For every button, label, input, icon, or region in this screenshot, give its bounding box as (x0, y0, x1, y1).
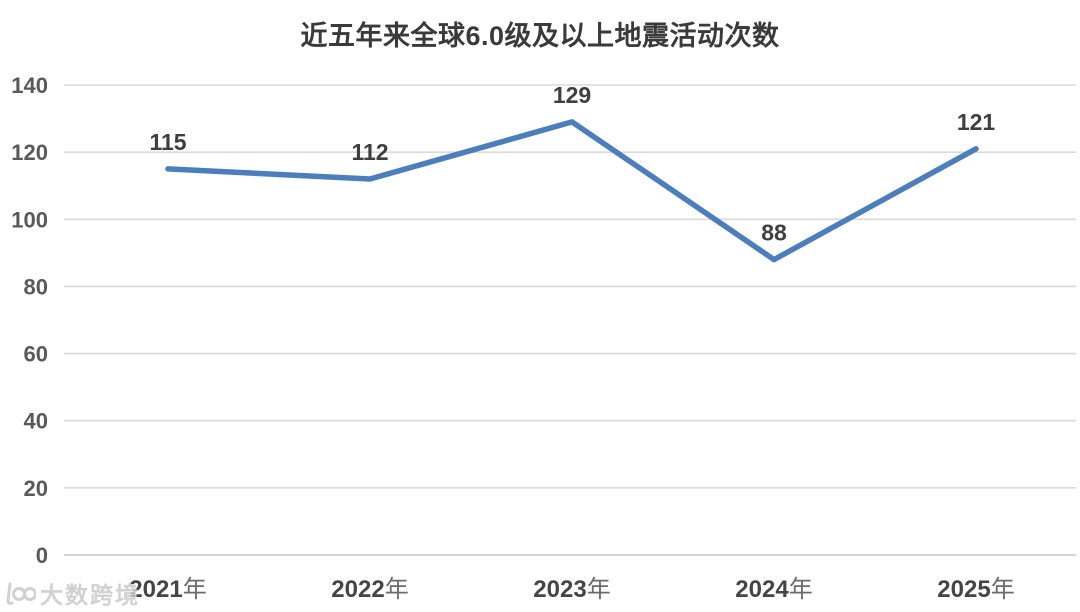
x-tick-label: 2024年 (735, 576, 812, 603)
y-tick-label: 20 (24, 476, 48, 501)
x-tick-label: 2022年 (331, 576, 408, 603)
value-label: 115 (149, 129, 186, 155)
y-tick-label: 100 (11, 207, 48, 232)
x-tick-label: 2025年 (937, 576, 1014, 603)
y-tick-label: 40 (24, 409, 48, 434)
y-tick-label: 60 (24, 342, 48, 367)
value-label: 121 (957, 109, 996, 135)
y-tick-label: 0 (36, 543, 48, 568)
value-label: 129 (553, 82, 591, 108)
chart-title: 近五年来全球6.0级及以上地震活动次数 (300, 21, 780, 51)
x-tick-label: 2021年 (129, 576, 206, 603)
value-label: 88 (761, 220, 787, 246)
value-label: 112 (351, 139, 388, 165)
y-tick-label: 80 (24, 274, 48, 299)
y-tick-label: 120 (11, 140, 48, 165)
x-tick-label: 2023年 (533, 576, 610, 603)
data-line-series (165, 119, 979, 263)
y-tick-label: 140 (11, 73, 48, 98)
